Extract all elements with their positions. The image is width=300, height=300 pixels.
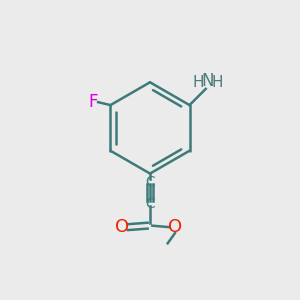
Text: N: N — [201, 72, 213, 90]
Text: H: H — [193, 75, 204, 90]
Text: F: F — [88, 93, 98, 111]
Text: O: O — [115, 218, 129, 236]
Text: O: O — [168, 218, 182, 236]
Text: C: C — [145, 175, 155, 189]
Text: H: H — [212, 75, 223, 90]
Text: C: C — [145, 196, 155, 211]
